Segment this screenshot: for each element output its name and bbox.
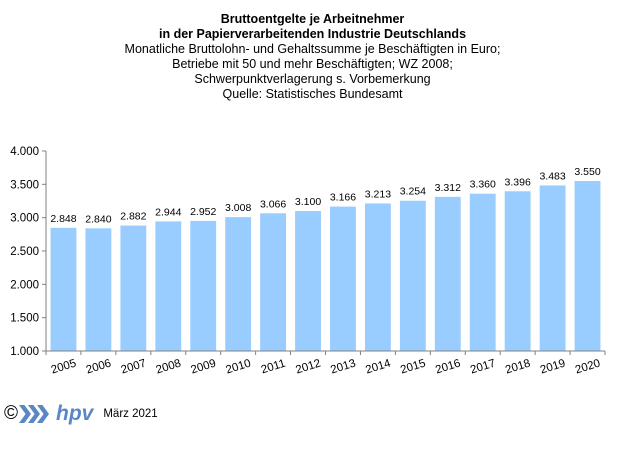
bar xyxy=(155,221,182,351)
x-tick-label: 2006 xyxy=(85,357,113,376)
bar xyxy=(539,185,566,351)
x-tick-label: 2009 xyxy=(190,357,218,376)
data-label: 2.952 xyxy=(190,206,216,218)
bar xyxy=(364,203,391,351)
data-label: 3.550 xyxy=(574,166,600,178)
x-tick-label: 2013 xyxy=(329,357,357,376)
y-tick-label: 3.000 xyxy=(10,213,39,225)
data-label: 3.100 xyxy=(295,196,321,208)
chart-subtitle-line1: Monatliche Bruttolohn- und Gehaltssumme … xyxy=(124,42,501,56)
bar xyxy=(190,220,217,351)
chart-title-block: Bruttoentgelte je Arbeitnehmer in der Pa… xyxy=(0,12,625,102)
x-tick-label: 2018 xyxy=(504,357,532,376)
x-tick-label: 2014 xyxy=(364,357,393,376)
data-label: 2.882 xyxy=(120,211,146,223)
y-tick-label: 1.000 xyxy=(10,346,39,358)
bar xyxy=(399,200,426,351)
data-label: 3.254 xyxy=(400,186,426,198)
bar xyxy=(295,211,321,351)
data-label: 3.312 xyxy=(435,182,461,194)
bar xyxy=(469,193,496,351)
y-tick-label: 2.500 xyxy=(10,246,39,258)
x-tick-label: 2008 xyxy=(155,357,183,376)
x-tick-label: 2010 xyxy=(224,357,252,376)
data-label: 2.848 xyxy=(50,213,76,225)
bar xyxy=(434,196,461,351)
y-tick-label: 1.500 xyxy=(10,313,39,325)
bar xyxy=(225,217,252,351)
chart-title: Bruttoentgelte je Arbeitnehmer xyxy=(220,12,405,26)
x-tick-label: 2011 xyxy=(260,358,287,377)
bar xyxy=(50,227,77,351)
bar xyxy=(574,181,601,351)
copyright-symbol: © xyxy=(4,403,18,424)
chart-title-line2: in der Papierverarbeitenden Industrie De… xyxy=(158,27,467,41)
x-tick-label: 2016 xyxy=(434,357,462,376)
data-label: 2.944 xyxy=(155,206,181,218)
x-tick-label: 2017 xyxy=(469,357,497,376)
x-tick-label: 2005 xyxy=(50,357,78,376)
data-label: 3.166 xyxy=(330,192,356,204)
hpv-logo: hpv xyxy=(56,402,94,425)
x-tick-label: 2020 xyxy=(574,357,602,376)
chart-source: Quelle: Statistisches Bundesamt xyxy=(222,87,403,101)
bar xyxy=(260,213,287,351)
data-label: 3.213 xyxy=(365,188,391,200)
data-label: 3.066 xyxy=(260,198,286,210)
bar xyxy=(120,225,147,351)
chart-subtitle-line3: Schwerpunktverlagerung s. Vorbemerkung xyxy=(194,72,431,86)
data-label: 3.008 xyxy=(225,202,251,214)
data-label: 3.483 xyxy=(539,170,565,182)
x-tick-label: 2007 xyxy=(120,357,148,376)
bar xyxy=(504,191,531,351)
footer: © hpv März 2021 xyxy=(4,402,158,426)
x-tick-label: 2012 xyxy=(294,357,322,376)
bar xyxy=(85,228,112,351)
data-label: 3.396 xyxy=(505,176,531,188)
y-tick-label: 4.000 xyxy=(10,146,39,158)
data-label: 2.840 xyxy=(85,213,111,225)
chevron-logo-icon xyxy=(19,405,49,423)
footer-date: März 2021 xyxy=(103,408,158,420)
y-tick-label: 2.000 xyxy=(10,279,39,291)
x-tick-label: 2019 xyxy=(539,357,567,376)
x-tick-label: 2015 xyxy=(399,357,427,376)
bar xyxy=(330,206,356,351)
chart-subtitle-line2: Betriebe mit 50 und mehr Beschäftigten; … xyxy=(172,57,453,71)
y-tick-label: 3.500 xyxy=(10,179,39,191)
data-label: 3.360 xyxy=(470,179,496,191)
